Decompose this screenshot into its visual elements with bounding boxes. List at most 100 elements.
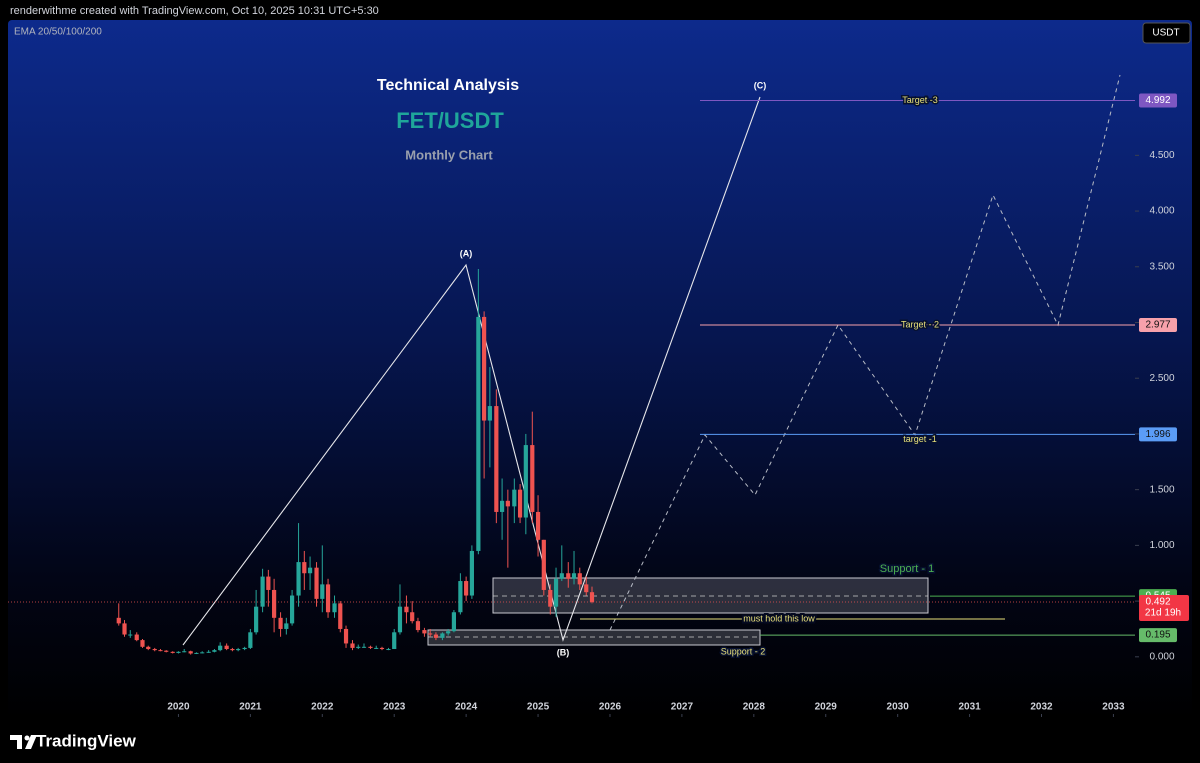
indicator-legend: EMA 20/50/100/200 (14, 27, 102, 38)
x-tick-label: 2028 (743, 702, 766, 713)
candle-body (325, 584, 331, 613)
candle-body (566, 573, 571, 579)
y-tick-label: 1.500 (1149, 484, 1174, 495)
candle-body (289, 595, 295, 624)
chart-title: Technical Analysis (377, 77, 519, 94)
credit: renderwithme created with TradingView.co… (10, 5, 379, 17)
wave-label: (A) (460, 248, 473, 258)
chart-panel (8, 20, 1192, 718)
logo-mark (10, 735, 37, 749)
candle-body (248, 632, 253, 648)
candle-body (194, 652, 199, 654)
candle-body (278, 617, 283, 629)
x-tick-label: 2031 (958, 702, 981, 713)
candle-body (422, 630, 427, 634)
candle-body (170, 651, 175, 653)
x-tick-label: 2032 (1030, 702, 1053, 713)
candle-body (158, 650, 163, 652)
candle-body (212, 650, 217, 652)
candle-body (176, 651, 181, 653)
candle-body (386, 649, 391, 651)
candle-body (487, 406, 492, 421)
x-tick-label: 2023 (383, 702, 406, 713)
candle-body (361, 646, 367, 648)
x-tick-label: 2029 (815, 702, 838, 713)
candle-body (433, 634, 439, 638)
candle-body (512, 489, 517, 507)
candle-body (356, 646, 361, 648)
currency-label: USDT (1152, 28, 1179, 39)
candle-body (397, 606, 403, 633)
candle-body (541, 539, 546, 590)
candle-body (428, 633, 433, 635)
brand: TradingView (36, 731, 137, 750)
y-tick-label: 1.000 (1149, 540, 1174, 551)
candle-body (116, 617, 121, 624)
x-tick-label: 2022 (311, 702, 334, 713)
candle-body (188, 651, 193, 654)
candle-body (458, 581, 463, 613)
support-zone-2 (427, 629, 761, 646)
level-label: Support - 2 (721, 646, 766, 656)
level-label: Target -3 (902, 95, 938, 105)
candle-body (272, 589, 277, 618)
candle-body (128, 634, 133, 636)
candle-body (553, 578, 559, 607)
candle-body (535, 511, 541, 540)
y-tick-label: 4.000 (1149, 206, 1174, 217)
level-label: Support - 1 (880, 563, 934, 575)
candle-body (404, 606, 409, 613)
candle-body (368, 646, 373, 648)
candle-body (146, 646, 151, 650)
price-tag (1139, 427, 1177, 442)
candle-body (410, 612, 415, 622)
candle-body (338, 603, 343, 629)
candle-body (571, 573, 577, 579)
candle-body (152, 649, 157, 651)
candle-body (392, 632, 397, 650)
candle-body (134, 634, 139, 641)
price-tag-label: 0.195 (1145, 630, 1170, 641)
level-label: Target - 2 (901, 319, 939, 329)
x-tick-label: 2030 (887, 702, 910, 713)
level-label: target -1 (903, 434, 937, 444)
logo-dot (24, 735, 30, 741)
candle-body (254, 606, 259, 633)
last-price-label: 0.492 (1145, 597, 1170, 608)
candle-body (260, 576, 265, 607)
price-tag (1139, 93, 1177, 108)
candle-body (482, 316, 487, 421)
candle-body (320, 584, 325, 599)
candle-body (200, 652, 205, 654)
candle-body (236, 649, 241, 651)
candle-body (469, 550, 474, 596)
x-tick-label: 2024 (455, 702, 478, 713)
candle-body (218, 645, 223, 651)
wave-line (182, 96, 761, 646)
x-tick-label: 2020 (167, 702, 190, 713)
candle-body (343, 628, 349, 644)
candle-body (332, 603, 337, 613)
price-tag-label: 1.996 (1145, 429, 1170, 440)
candle-body (505, 500, 510, 507)
candle-body (577, 573, 582, 585)
candle-body (284, 623, 289, 629)
candle-body (476, 316, 481, 551)
x-tick-label: 2026 (599, 702, 622, 713)
candle-body (548, 589, 553, 607)
footer-bar (0, 720, 1200, 763)
candles (8, 269, 1135, 655)
price-tag-label: 4.992 (1145, 95, 1170, 106)
y-tick-label: 3.500 (1149, 261, 1174, 272)
candle-body (517, 489, 523, 518)
candle-body (206, 651, 211, 653)
candle-body (307, 567, 313, 574)
y-tick-label: 0.000 (1149, 651, 1174, 662)
candle-body (440, 633, 445, 638)
candle-body (379, 647, 385, 650)
candle-body (242, 647, 247, 650)
support-zone-1 (492, 577, 929, 614)
candle-body (140, 640, 145, 647)
candle-body (350, 643, 355, 648)
